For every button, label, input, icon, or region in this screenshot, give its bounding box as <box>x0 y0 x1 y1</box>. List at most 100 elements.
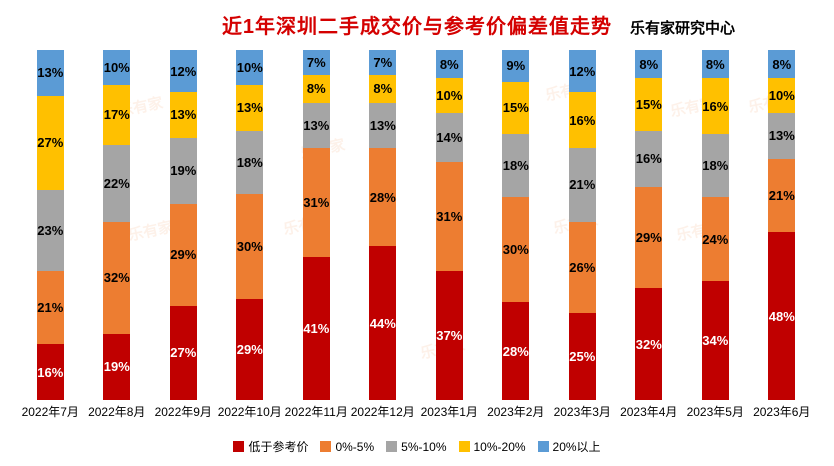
x-axis-label: 2022年7月 <box>21 405 79 419</box>
bar-segment: 37% <box>435 270 463 400</box>
bar-column: 8% 10% 14% 31% 37% <box>416 50 483 400</box>
bar-segment: 32% <box>103 221 131 334</box>
bar-segment: 18% <box>236 130 264 194</box>
x-axis-label: 2023年5月 <box>686 405 744 419</box>
bar-segment: 29% <box>635 186 663 288</box>
stacked-bar: 9% 15% 18% 30% 28% <box>502 50 530 400</box>
bar-segment: 24% <box>701 197 729 281</box>
stacked-bar: 10% 17% 22% 32% 19% <box>103 50 131 400</box>
bar-segment: 8% <box>635 50 663 78</box>
legend-label: 20%以上 <box>552 440 601 454</box>
bar-group: 13% 27% 23% 21% 16% 10% 17% 22% 32% 19% 12% 13% 19% 2… <box>17 50 815 400</box>
bar-segment: 10% <box>236 50 264 85</box>
stacked-bar: 7% 8% 13% 31% 41% <box>302 50 330 400</box>
bar-segment: 18% <box>701 134 729 197</box>
x-axis: 2022年7月 2022年8月 2022年9月 2022年10月 2022年11月 202… <box>17 403 815 420</box>
legend-label: 低于参考价 <box>248 440 309 454</box>
bar-segment: 16% <box>635 130 663 187</box>
bar-segment: 30% <box>236 193 264 299</box>
legend-label: 0%-5% <box>335 439 375 454</box>
bar-segment: 8% <box>369 74 397 103</box>
bar-segment: 26% <box>568 221 596 313</box>
legend-item: 低于参考价 <box>233 438 308 455</box>
bar-segment: 19% <box>169 137 197 204</box>
stacked-bar: 8% 16% 18% 24% 34% <box>701 50 729 400</box>
bar-column: 13% 27% 23% 21% 16% <box>17 50 84 400</box>
bar-segment: 16% <box>36 344 64 400</box>
bar-segment: 8% <box>435 50 463 78</box>
bar-segment: 15% <box>635 78 663 131</box>
bar-segment: 8% <box>302 74 330 103</box>
legend-swatch <box>537 441 549 452</box>
bar-segment: 34% <box>701 281 729 400</box>
bar-column: 10% 17% 22% 32% 19% <box>84 50 151 400</box>
legend-label: 10%-20% <box>473 439 526 454</box>
bar-segment: 30% <box>502 197 530 302</box>
x-axis-label: 2023年3月 <box>553 405 611 419</box>
bar-segment: 13% <box>768 113 796 159</box>
bar-segment: 7% <box>369 50 397 75</box>
x-axis-label: 2023年6月 <box>753 405 811 419</box>
bar-segment: 27% <box>169 305 197 400</box>
stacked-bar: 8% 15% 16% 29% 32% <box>635 50 663 400</box>
stacked-bar: 13% 27% 23% 21% 16% <box>36 50 64 400</box>
bar-segment: 25% <box>568 312 596 400</box>
legend-item: 0%-5% <box>320 440 374 454</box>
bar-segment: 18% <box>502 134 530 197</box>
x-axis-label: 2022年8月 <box>88 405 146 419</box>
bar-segment: 19% <box>103 333 131 400</box>
bar-segment: 29% <box>169 204 197 306</box>
source-attribution: 乐有家研究中心 <box>630 20 736 37</box>
legend-item: 10%-20% <box>458 439 526 454</box>
legend-swatch <box>320 441 332 452</box>
stacked-bar: 12% 16% 21% 26% 25% <box>568 50 596 400</box>
bar-segment: 21% <box>36 270 64 344</box>
bar-segment: 17% <box>103 85 131 145</box>
bar-segment: 16% <box>701 78 729 134</box>
bar-segment: 12% <box>568 50 596 92</box>
bar-column: 8% 15% 16% 29% 32% <box>616 50 683 400</box>
stacked-bar: 8% 10% 13% 21% 48% <box>768 50 796 400</box>
bar-segment: 13% <box>169 92 197 138</box>
bar-segment: 44% <box>369 246 397 400</box>
chart-title: 近1年深圳二手成交价与参考价偏差值走势 <box>221 16 613 38</box>
bar-column: 7% 8% 13% 31% 41% <box>283 50 350 400</box>
bar-segment: 32% <box>635 288 663 400</box>
bar-segment: 48% <box>768 232 796 400</box>
bar-column: 9% 15% 18% 30% 28% <box>483 50 550 400</box>
bar-segment: 8% <box>768 50 796 78</box>
bar-segment: 10% <box>768 78 796 113</box>
bar-segment: 7% <box>302 50 330 75</box>
legend-label: 5%-10% <box>401 439 447 454</box>
x-axis-label: 2022年11月 <box>284 405 348 419</box>
bar-segment: 14% <box>435 113 463 162</box>
bar-segment: 13% <box>236 85 264 131</box>
bar-segment: 31% <box>302 148 330 257</box>
x-axis-label: 2023年1月 <box>420 405 478 419</box>
bar-segment: 23% <box>36 190 64 271</box>
legend-item: 20%以上 <box>537 438 601 455</box>
bar-segment: 10% <box>435 78 463 113</box>
bar-segment: 27% <box>36 95 64 190</box>
bar-segment: 21% <box>768 158 796 232</box>
bar-segment: 28% <box>502 302 530 400</box>
bar-segment: 12% <box>169 50 197 92</box>
legend-swatch <box>458 441 470 452</box>
bar-segment: 9% <box>502 50 530 82</box>
bar-segment: 29% <box>236 298 264 400</box>
plot-area: 13% 27% 23% 21% 16% 10% 17% 22% 32% 19% 12% 13% 19% 2… <box>17 50 815 400</box>
bar-segment: 28% <box>369 148 397 246</box>
legend: 低于参考价 0%-5% 5%-10% 10%-20% 20%以上 <box>0 438 834 455</box>
stacked-bar: 7% 8% 13% 28% 44% <box>369 50 397 400</box>
legend-swatch <box>386 441 398 452</box>
stacked-bar: 12% 13% 19% 29% 27% <box>169 50 197 400</box>
bar-segment: 21% <box>568 148 596 222</box>
x-axis-label: 2023年2月 <box>487 405 545 419</box>
bar-segment: 15% <box>502 81 530 134</box>
stacked-bar: 10% 13% 18% 30% 29% <box>236 50 264 400</box>
bar-segment: 8% <box>701 50 729 78</box>
bar-column: 7% 8% 13% 28% 44% <box>350 50 417 400</box>
bar-segment: 13% <box>369 102 397 148</box>
bar-segment: 22% <box>103 144 131 222</box>
